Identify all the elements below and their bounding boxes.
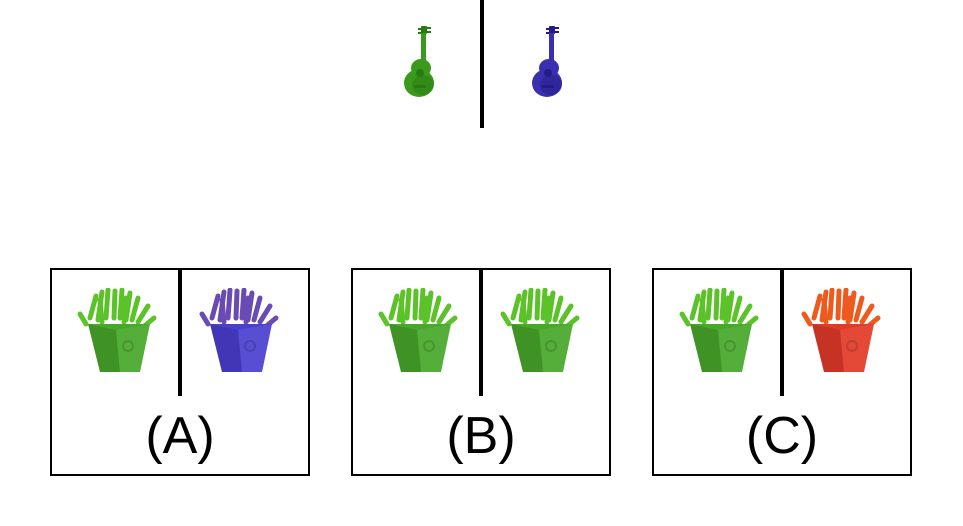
option-divider: [479, 270, 483, 396]
fries-icon: [199, 288, 279, 372]
option-b[interactable]: (B): [351, 268, 611, 476]
fries-icon: [801, 288, 881, 372]
fries-icon: [77, 288, 157, 372]
fries-icon: [500, 288, 580, 372]
option-label: (C): [745, 407, 819, 465]
option-divider: [178, 270, 182, 396]
option-label: (A): [145, 407, 215, 465]
option-c[interactable]: (C): [652, 268, 912, 476]
fries-icon: [378, 288, 458, 372]
guitar-icon: [404, 26, 434, 97]
guitar-icon: [532, 26, 562, 97]
fries-icon: [679, 288, 759, 372]
option-label: (B): [446, 407, 516, 465]
prompt-divider: [480, 0, 484, 128]
option-divider: [780, 270, 784, 396]
option-a[interactable]: (A): [50, 268, 310, 476]
